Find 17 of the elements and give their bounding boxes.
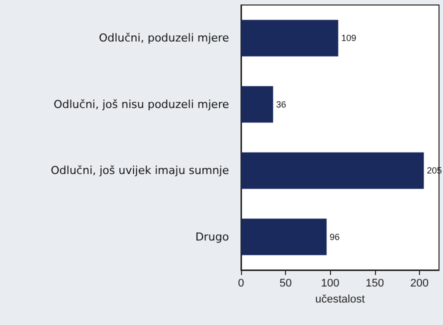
y-tick-label: Odlučni, poduzeli mjere — [98, 32, 230, 45]
y-tick-label: Odlučni, još nisu poduzeli mjere — [54, 98, 230, 111]
x-tick-label: 0 — [238, 278, 244, 290]
data-label: 96 — [330, 232, 340, 242]
data-label: 109 — [341, 33, 356, 44]
y-tick-label: Odlučni, još uvijek imaju sumnje — [50, 164, 230, 178]
x-tick-label: 50 — [279, 278, 292, 290]
x-axis-title: učestalost — [315, 294, 365, 306]
bar — [241, 152, 424, 189]
bar — [241, 20, 338, 56]
bar — [241, 86, 274, 123]
data-label: 36 — [276, 99, 286, 110]
bar — [241, 218, 327, 256]
x-tick-label: 100 — [321, 278, 340, 290]
x-tick-label: 150 — [366, 278, 384, 290]
x-tick-label: 200 — [410, 278, 429, 290]
y-tick-label: Drugo — [195, 230, 230, 244]
